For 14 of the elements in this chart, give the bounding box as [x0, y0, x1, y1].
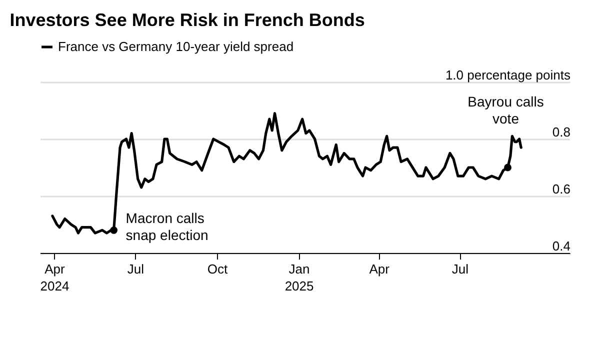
chart-title: Investors See More Risk in French Bonds — [10, 10, 365, 30]
x-tick-label: Jan 2025 — [284, 262, 314, 294]
y-tick-label: 0.8 — [552, 124, 570, 140]
x-tick-label: Apr — [369, 262, 390, 276]
annotation: Macron calls snap election — [126, 210, 208, 244]
x-tick-label: Oct — [207, 262, 228, 276]
legend-label: France vs Germany 10-year yield spread — [58, 39, 294, 54]
y-tick-label: 0.6 — [552, 182, 570, 196]
x-tick-label: Jul — [127, 262, 144, 276]
annotation: Bayrou calls vote — [468, 94, 544, 126]
y-tick-label: 0.4 — [552, 238, 570, 254]
x-tick-label: Apr 2024 — [40, 262, 70, 294]
x-tick-label: Jul — [452, 262, 469, 276]
y-tick-label: 1.0 percentage points — [445, 68, 571, 82]
